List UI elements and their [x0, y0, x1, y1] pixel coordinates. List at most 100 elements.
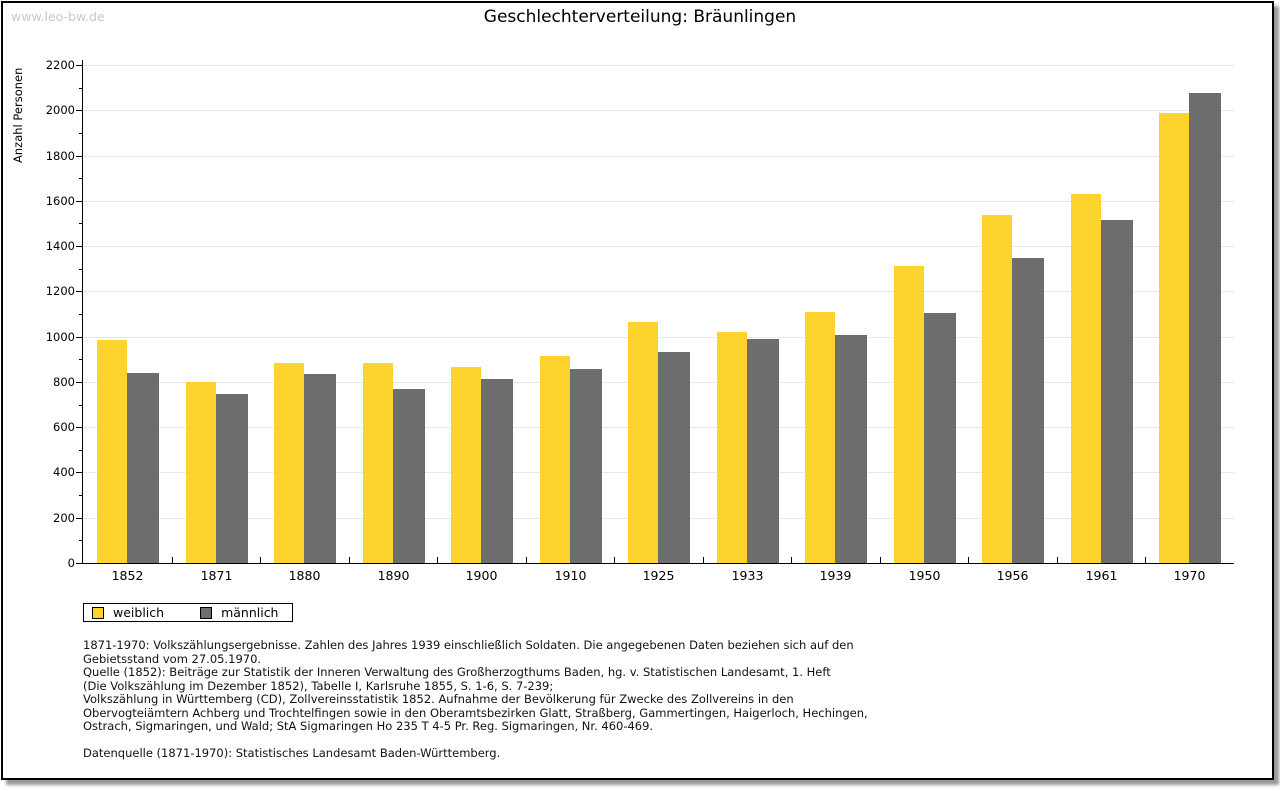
footer-line: Gebietsstand vom 27.05.1970.: [83, 651, 262, 666]
legend-swatch-männlich: [200, 606, 213, 619]
y-tick-label: 1400: [45, 239, 75, 253]
x-tick: [172, 557, 173, 563]
bar-männlich-1961: [1101, 220, 1133, 563]
bar-männlich-1910: [570, 369, 602, 563]
x-tick-label-1852: 1852: [111, 568, 144, 583]
y-major-tick: [76, 156, 83, 157]
bar-männlich-1925: [658, 352, 690, 563]
x-tick-label-1961: 1961: [1085, 568, 1118, 583]
bar-weiblich-1961: [1071, 194, 1101, 563]
x-tick: [791, 557, 792, 563]
bar-weiblich-1880: [274, 363, 304, 563]
legend-label: männlich: [221, 605, 279, 620]
bar-männlich-1933: [747, 339, 779, 563]
footer-line: 1871-1970: Volkszählungsergebnisse. Zahl…: [83, 638, 854, 652]
x-tick: [526, 557, 527, 563]
x-tick-label-1956: 1956: [996, 568, 1029, 583]
footer-line: (Die Volkszählung im Dezember 1852), Tab…: [83, 678, 554, 693]
x-tick-label-1871: 1871: [200, 568, 233, 583]
y-tick-label: 1200: [45, 284, 75, 298]
gridline: [83, 110, 1234, 111]
y-minor-tick: [79, 88, 83, 89]
legend-item-männlich: männlich: [200, 605, 278, 620]
y-minor-tick: [79, 359, 83, 360]
y-major-tick: [76, 246, 83, 247]
bar-weiblich-1970: [1159, 113, 1189, 563]
x-tick-label-1890: 1890: [377, 568, 410, 583]
y-minor-tick: [79, 495, 83, 496]
bar-weiblich-1925: [628, 322, 658, 563]
footer-line: Volkszählung in Württemberg (CD), Zollve…: [83, 692, 794, 706]
chart-title: Geschlechterverteilung: Bräunlingen: [483, 7, 797, 27]
y-minor-tick: [79, 314, 83, 315]
footer-line: Obervogteiämtern Achberg und Trochtelfin…: [83, 705, 868, 720]
y-minor-tick: [79, 133, 83, 134]
x-axis-line: [82, 563, 1234, 564]
legend-label: weiblich: [113, 605, 165, 620]
y-major-tick: [76, 382, 83, 383]
x-tick-label-1950: 1950: [908, 568, 941, 583]
y-tick-label: 600: [53, 420, 75, 434]
bar-weiblich-1956: [982, 215, 1012, 563]
x-tick-label-1970: 1970: [1173, 568, 1206, 583]
y-minor-tick: [79, 223, 83, 224]
bar-männlich-1956: [1012, 258, 1044, 563]
x-tick: [968, 557, 969, 563]
gridline: [83, 291, 1234, 292]
legend-swatch-weiblich: [92, 606, 104, 619]
bar-männlich-1950: [924, 313, 956, 563]
x-tick: [1057, 557, 1058, 563]
y-major-tick: [76, 65, 83, 66]
y-tick-label: 200: [53, 511, 75, 525]
x-tick: [437, 557, 438, 563]
bar-weiblich-1852: [97, 340, 127, 563]
y-major-tick: [76, 518, 83, 519]
y-tick-label: 1800: [45, 149, 75, 163]
x-tick: [1145, 557, 1146, 563]
x-tick-label-1900: 1900: [465, 568, 498, 583]
legend: weiblich männlich: [83, 603, 294, 622]
y-tick-label: 1000: [45, 330, 75, 344]
datasource-line: Datenquelle (1871-1970): Statistisches L…: [83, 745, 501, 760]
gridline: [83, 246, 1234, 247]
footer-line: Ostrach, Sigmaringen, und Wald; StA Sigm…: [83, 719, 654, 733]
x-tick: [880, 557, 881, 563]
watermark: www.leo-bw.de: [11, 9, 105, 24]
plot-area: 0 200 400 600 800 1000 1200 1400 1600 1800 2000 220…: [3, 3, 1277, 643]
bar-männlich-1890: [393, 389, 425, 563]
bar-männlich-1939: [835, 335, 867, 563]
y-major-tick: [76, 427, 83, 428]
legend-item-weiblich: weiblich: [92, 605, 164, 620]
footer-line: Quelle (1852): Beiträge zur Statistik de…: [83, 665, 831, 679]
y-minor-tick: [79, 178, 83, 179]
y-major-tick: [76, 337, 83, 338]
chart-frame: www.leo-bw.de Geschlechterverteilung: Br…: [1, 1, 1274, 780]
y-minor-tick: [79, 450, 83, 451]
x-tick: [614, 557, 615, 563]
bar-weiblich-1910: [540, 356, 570, 563]
bar-männlich-1871: [216, 394, 248, 563]
bar-männlich-1900: [481, 379, 513, 563]
y-minor-tick: [79, 540, 83, 541]
x-tick-label-1939: 1939: [819, 568, 852, 583]
gridline: [83, 201, 1234, 202]
bar-weiblich-1933: [717, 332, 747, 563]
y-tick-label: 800: [53, 375, 75, 389]
x-tick: [349, 557, 350, 563]
bar-männlich-1970: [1189, 93, 1221, 563]
gridline: [83, 337, 1234, 338]
y-tick-label: 400: [53, 465, 75, 479]
y-tick-label: 0: [67, 556, 75, 570]
y-major-tick: [76, 563, 83, 564]
y-axis-line: [82, 60, 83, 564]
bar-weiblich-1890: [363, 363, 393, 563]
gridline: [83, 156, 1234, 157]
bar-weiblich-1871: [186, 382, 216, 563]
bar-weiblich-1900: [451, 367, 481, 563]
gridline: [83, 65, 1234, 66]
y-tick-label: 1600: [45, 194, 75, 208]
y-tick-label: 2200: [45, 58, 75, 72]
y-major-tick: [76, 472, 83, 473]
x-tick-label-1925: 1925: [642, 568, 675, 583]
